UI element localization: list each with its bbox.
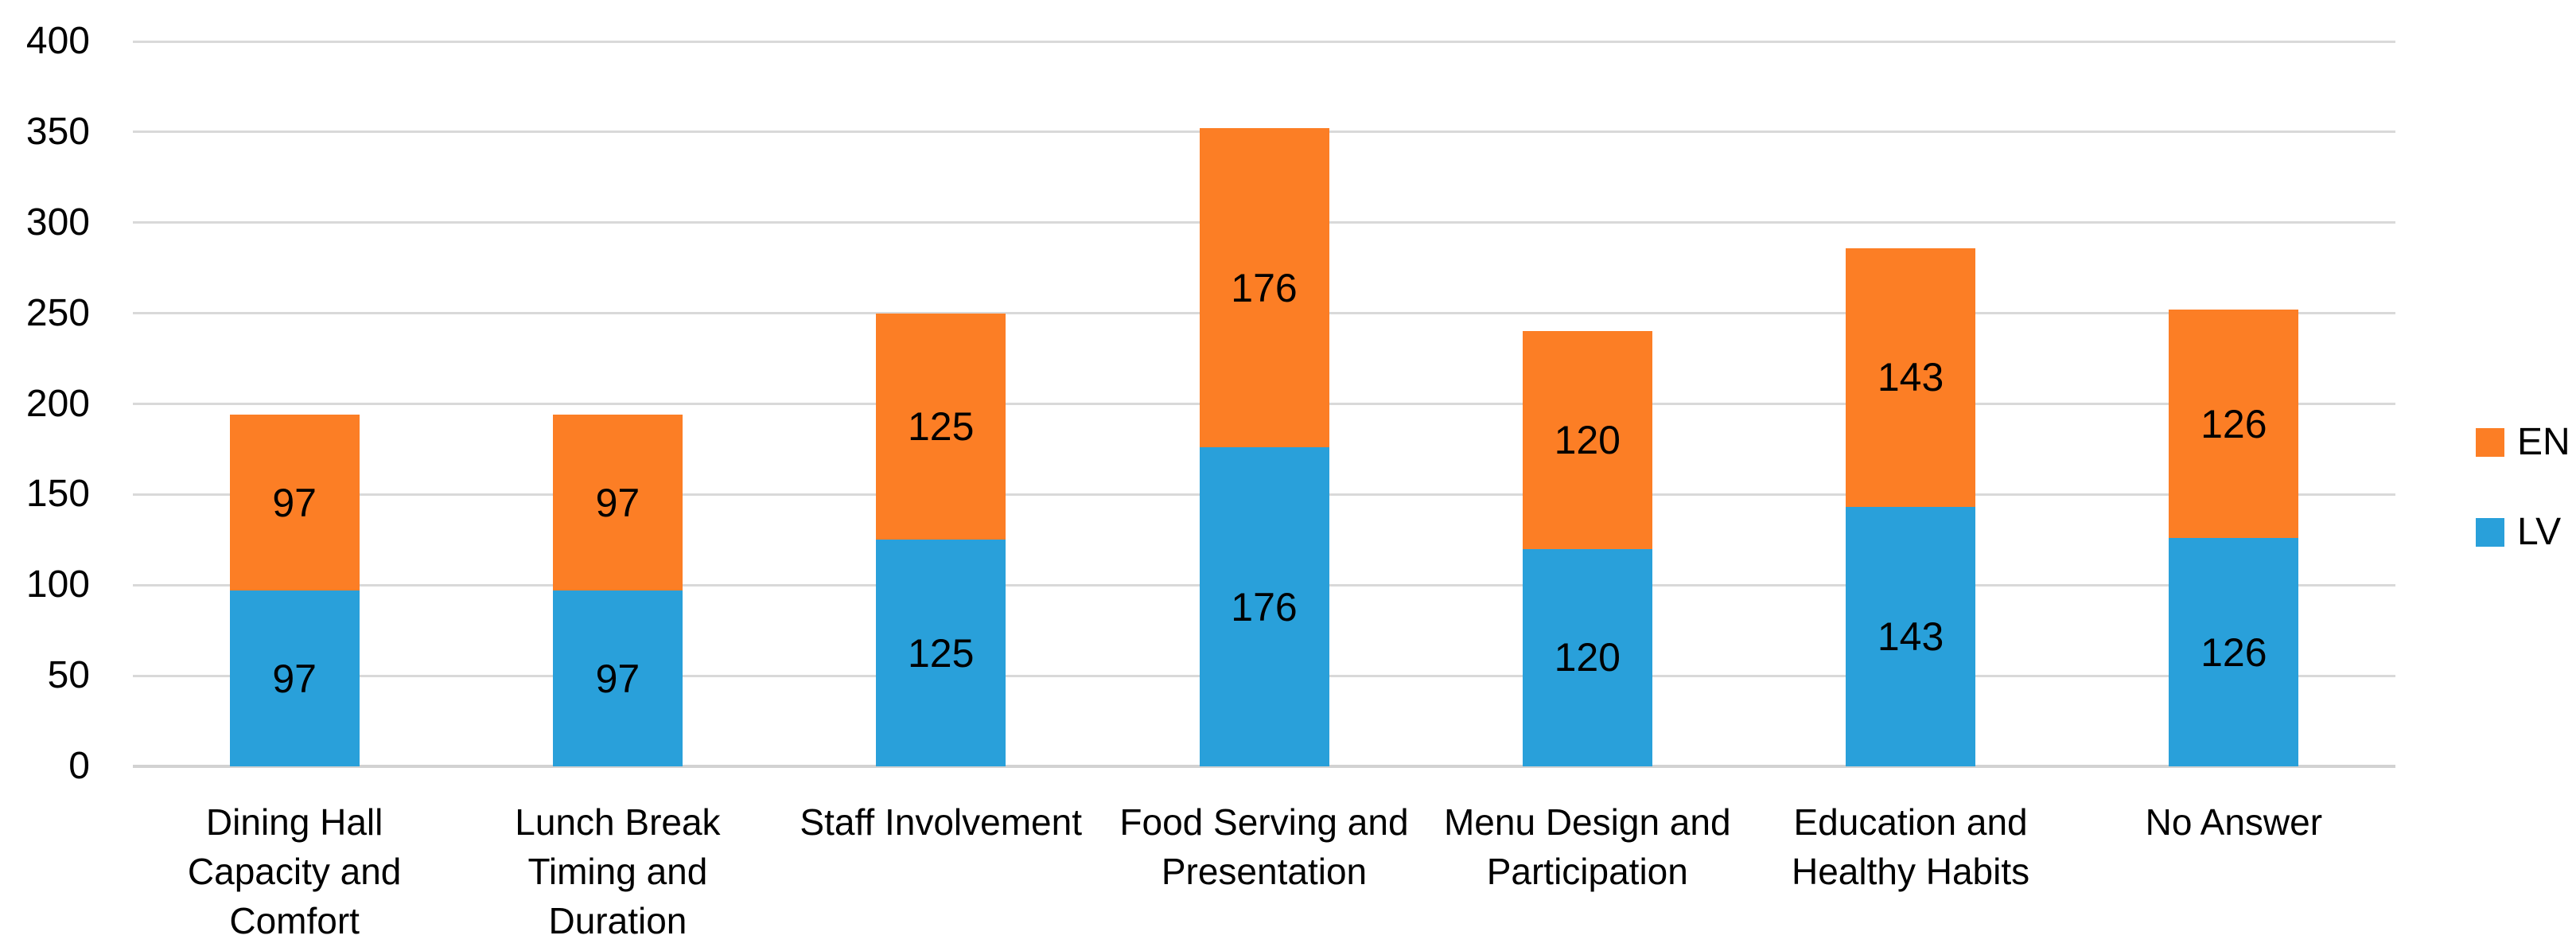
bar-segment-en-7: 126 [2169, 310, 2299, 539]
y-axis-tick-label-0: 0 [68, 745, 90, 787]
bar-segment-en-1: 97 [229, 415, 360, 591]
category-label-2: Lunch Break Timing and Duration [515, 801, 721, 941]
y-axis-tick-label-150: 150 [25, 473, 90, 516]
bar-data-label-lv-2: 97 [595, 656, 640, 701]
bar-data-label-en-7: 126 [2200, 401, 2267, 446]
bar-segment-en-3: 125 [876, 313, 1006, 540]
bar-data-label-en-4: 176 [1231, 265, 1298, 310]
bar-segment-en-4: 176 [1199, 128, 1329, 448]
bar-segment-lv-3: 125 [876, 540, 1006, 766]
bar-segment-lv-5: 120 [1522, 548, 1652, 766]
y-axis-tick-label-200: 200 [25, 382, 90, 425]
bar-data-label-lv-6: 143 [1877, 614, 1944, 660]
bar-segment-lv-6: 143 [1846, 507, 1976, 766]
y-axis-tick-label-250: 250 [25, 291, 90, 334]
y-axis-tick-label-100: 100 [25, 563, 90, 606]
bar-data-label-lv-5: 120 [1554, 635, 1621, 680]
legend-label-en: EN [2517, 421, 2570, 463]
bar-data-label-en-1: 97 [272, 480, 317, 525]
bar-segment-en-6: 143 [1846, 247, 1976, 508]
category-label-3: Staff Involvement [800, 801, 1082, 843]
legend-swatch-lv-icon [2476, 517, 2504, 547]
bar-segment-lv-7: 126 [2169, 538, 2299, 766]
gridline-400 [133, 40, 2395, 43]
bar-data-label-lv-4: 176 [1231, 584, 1298, 629]
bar-data-label-en-3: 125 [907, 403, 975, 449]
legend-item-lv: LV [2476, 510, 2570, 554]
bar-segment-en-2: 97 [552, 415, 683, 591]
category-label-1: Dining Hall Capacity and Comfort [187, 801, 402, 941]
bar-data-label-en-5: 120 [1554, 418, 1621, 463]
bar-segment-lv-1: 97 [229, 590, 360, 766]
y-axis-tick-label-50: 50 [47, 654, 90, 697]
bar-segment-en-5: 120 [1522, 331, 1652, 549]
legend-item-en: EN [2476, 420, 2570, 464]
category-label-7: No Answer [2145, 801, 2323, 843]
category-label-5: Menu Design and Participation [1443, 801, 1731, 892]
legend-label-lv: LV [2517, 511, 2562, 553]
category-label-4: Food Serving and Presentation [1119, 801, 1409, 892]
gridline-0 [133, 765, 2395, 768]
bar-data-label-lv-3: 125 [907, 630, 975, 676]
y-axis-tick-label-400: 400 [25, 20, 90, 62]
category-label-6: Education and Healthy Habits [1791, 801, 2030, 892]
bar-data-label-en-2: 97 [595, 480, 640, 525]
bar-segment-lv-4: 176 [1199, 447, 1329, 766]
y-axis-tick-label-350: 350 [25, 110, 90, 153]
bar-data-label-en-6: 143 [1877, 355, 1944, 400]
bar-data-label-lv-7: 126 [2200, 629, 2267, 675]
legend-swatch-en-icon [2476, 427, 2504, 457]
legend: EN LV [2476, 420, 2570, 554]
y-axis-tick-label-300: 300 [25, 201, 90, 244]
bar-data-label-lv-1: 97 [272, 656, 317, 701]
bar-segment-lv-2: 97 [552, 590, 683, 766]
